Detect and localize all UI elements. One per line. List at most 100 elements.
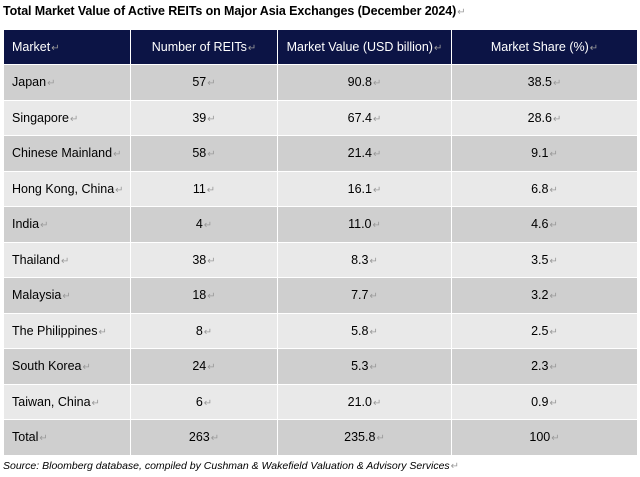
cell-reits: 4↵: [130, 206, 278, 243]
cell-reits: 18↵: [130, 277, 278, 314]
cell-share-value: 3.5: [531, 252, 549, 267]
cell-market: Thailand↵: [3, 241, 131, 278]
cell-share: 28.6↵: [451, 99, 638, 136]
cell-share-value: 38.5: [527, 75, 552, 90]
cell-mark-icon: ↵: [589, 43, 599, 54]
table-row: Japan↵ 57↵ 90.8↵ 38.5↵: [3, 64, 638, 101]
reit-market-table: Market↵ Number of REITs↵ Market Value (U…: [3, 29, 638, 456]
cell-market-value: Singapore: [12, 110, 69, 125]
header-market-share: Market Share (%)↵: [451, 29, 638, 65]
cell-mark-icon: ↵: [549, 291, 558, 303]
cell-mark-icon: ↵: [98, 326, 107, 338]
table-title: Total Market Value of Active REITs on Ma…: [3, 4, 466, 18]
cell-share: 100↵: [451, 419, 638, 456]
cell-mark-icon: ↵: [551, 433, 560, 445]
cell-value: 8.3↵: [277, 241, 452, 278]
cell-mark-icon: ↵: [62, 291, 71, 303]
cell-mark-icon: ↵: [372, 113, 382, 125]
cell-mark-icon: ↵: [210, 433, 220, 445]
cell-share: 3.2↵: [451, 277, 638, 314]
cell-value-value: 5.3: [351, 359, 369, 374]
table-row: Taiwan, China↵ 6↵ 21.0↵ 0.9↵: [3, 383, 638, 420]
cell-mark-icon: ↵: [60, 255, 70, 267]
cell-share-value: 2.5: [531, 323, 549, 338]
cell-mark-icon: ↵: [207, 113, 216, 125]
cell-reits: 263↵: [130, 419, 278, 456]
cell-value-value: 235.8: [344, 430, 376, 445]
cell-reits-value: 11: [192, 181, 206, 196]
cell-share-value: 28.6: [527, 110, 552, 125]
cell-share: 4.6↵: [451, 206, 638, 243]
cell-mark-icon: ↵: [207, 78, 216, 90]
cell-share-value: 9.1: [531, 146, 549, 161]
cell-value-value: 90.8: [347, 75, 372, 90]
cell-mark-icon: ↵: [549, 184, 558, 196]
cell-market: Hong Kong, China↵: [3, 170, 131, 207]
cell-mark-icon: ↵: [207, 291, 216, 303]
cell-market: Malaysia↵: [3, 277, 131, 314]
table-row: The Philippines↵ 8↵ 5.8↵ 2.5↵: [3, 312, 638, 349]
cell-market: South Korea↵: [3, 348, 131, 385]
cell-mark-icon: ↵: [549, 220, 558, 232]
table-row: Hong Kong, China↵ 11↵ 16.1↵ 6.8↵: [3, 170, 638, 207]
cell-market-value: India: [12, 217, 40, 232]
table-header-row: Market↵ Number of REITs↵ Market Value (U…: [3, 29, 638, 65]
title-text: Total Market Value of Active REITs on Ma…: [3, 4, 457, 18]
cell-reits: 8↵: [130, 312, 278, 349]
table-row: Thailand↵ 38↵ 8.3↵ 3.5↵: [3, 241, 638, 278]
cell-value: 11.0↵: [277, 206, 452, 243]
cell-share: 2.3↵: [451, 348, 638, 385]
cell-mark-icon: ↵: [369, 362, 378, 374]
cell-share-value: 3.2: [531, 288, 549, 303]
cell-mark-icon: ↵: [47, 78, 56, 90]
cell-mark-icon: ↵: [372, 220, 381, 232]
cell-value-value: 16.1: [347, 181, 372, 196]
cell-value: 5.3↵: [277, 348, 452, 385]
cell-reits-value: 58: [192, 146, 207, 161]
cell-mark-icon: ↵: [51, 43, 60, 54]
table-row: Chinese Mainland↵ 58↵ 21.4↵ 9.1↵: [3, 135, 638, 172]
table-body: Japan↵ 57↵ 90.8↵ 38.5↵ Singapore↵ 39↵ 67.4↵ 28.…: [3, 64, 638, 456]
cell-reits: 6↵: [130, 383, 278, 420]
cell-market-value: The Philippines: [12, 323, 98, 338]
cell-share: 2.5↵: [451, 312, 638, 349]
header-number-of-reits: Number of REITs↵: [130, 29, 278, 65]
cell-value: 7.7↵: [277, 277, 452, 314]
table-row: India↵ 4↵ 11.0↵ 4.6↵: [3, 206, 638, 243]
cell-market: Japan↵: [3, 64, 131, 101]
cell-mark-icon: ↵: [372, 184, 382, 196]
cell-market-value: Total: [12, 430, 39, 445]
cell-share-value: 4.6: [531, 217, 549, 232]
cell-mark-icon: ↵: [549, 326, 558, 338]
cell-mark-icon: ↵: [207, 362, 216, 374]
cell-value-value: 5.8: [351, 323, 369, 338]
cell-value: 67.4↵: [277, 99, 452, 136]
cell-mark-icon: ↵: [376, 433, 385, 445]
cell-reits-value: 6: [195, 394, 203, 409]
cell-share: 9.1↵: [451, 135, 638, 172]
cell-value: 21.0↵: [277, 383, 452, 420]
table-total-row: Total↵ 263↵ 235.8↵ 100↵: [3, 419, 638, 456]
cell-reits-value: 8: [195, 323, 203, 338]
cell-share: 0.9↵: [451, 383, 638, 420]
cell-market-value: Japan: [12, 75, 47, 90]
cell-reits: 58↵: [130, 135, 278, 172]
cell-reits-value: 263: [188, 430, 210, 445]
cell-mark-icon: ↵: [206, 184, 216, 196]
cell-value: 16.1↵: [277, 170, 452, 207]
cell-mark-icon: ↵: [372, 149, 382, 161]
cell-mark-icon: ↵: [369, 291, 378, 303]
cell-share-value: 0.9: [531, 394, 549, 409]
cell-market-value: Thailand: [12, 252, 60, 267]
cell-mark-icon: ↵: [207, 255, 216, 267]
cell-reits: 38↵: [130, 241, 278, 278]
cell-reits-value: 18: [192, 288, 207, 303]
cell-market: Singapore↵: [3, 99, 131, 136]
cell-mark-icon: ↵: [552, 113, 562, 125]
cell-market-value: Chinese Mainland: [12, 146, 113, 161]
cell-mark-icon: ↵: [91, 397, 100, 409]
source-text: Source: Bloomberg database, compiled by …: [3, 460, 450, 472]
paragraph-mark-icon: ↵: [450, 461, 460, 472]
cell-value: 235.8↵: [277, 419, 452, 456]
cell-share-value: 100: [529, 430, 551, 445]
